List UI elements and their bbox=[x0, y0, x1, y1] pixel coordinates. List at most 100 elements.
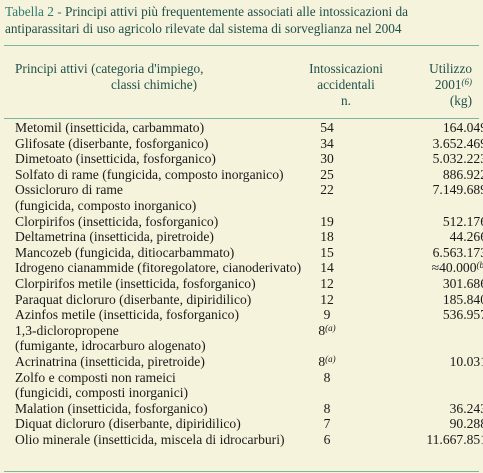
table-row: (fumigante, idrocarburo alogenato) bbox=[15, 338, 475, 354]
caption-label: Tabella 2 - bbox=[5, 4, 62, 19]
row-principio-attivo: Metomil (insetticida, carbammato) bbox=[15, 120, 205, 135]
header-util-line3: (kg) bbox=[449, 93, 472, 108]
table-row: (fungicidi, composti inorganici) bbox=[15, 385, 475, 401]
header-util-line1: Utilizzo bbox=[429, 61, 472, 76]
row-principio-attivo: Diquat dicloruro (diserbante, dipiridili… bbox=[15, 416, 241, 432]
row-intossicazioni: 9 bbox=[313, 307, 341, 323]
row-principio-attivo: Zolfo e composti non rameici bbox=[15, 369, 176, 385]
row-intossicazioni: 6 bbox=[313, 432, 341, 448]
table-caption: Tabella 2 - Principi attivi più frequent… bbox=[5, 3, 481, 37]
header-name-line1: Principi attivi (categoria d'impiego, bbox=[15, 61, 204, 76]
row-principio-attivo: Azinfos metile (insetticida, fosforganic… bbox=[15, 307, 239, 323]
row-count-value: 15 bbox=[320, 244, 334, 260]
row-count-value: 12 bbox=[320, 275, 334, 291]
row-count-value: 9 bbox=[323, 307, 331, 323]
table-row: Idrogeno cianammide (fitoregolatore, cia… bbox=[15, 260, 483, 276]
row-principio-attivo: Glifosate (diserbante, fosforganico) bbox=[15, 135, 209, 151]
row-utilizzo: 185.840 bbox=[387, 292, 483, 308]
row-utilizzo: 536.957 bbox=[387, 307, 483, 323]
row-intossicazioni: 8(a) bbox=[313, 323, 341, 339]
row-utilizzo: 7.149.689 bbox=[387, 182, 483, 198]
table-row: Paraquat dicloruro (diserbante, dipiridi… bbox=[15, 292, 483, 308]
row-principio-attivo: Mancozeb (fungicida, ditiocarbammato) bbox=[15, 244, 235, 260]
table-row: Malation (insetticida, fosforganico) 8 36.… bbox=[15, 401, 483, 417]
row-utilizzo: 36.243 bbox=[387, 401, 483, 417]
header-count-line3: n. bbox=[341, 93, 351, 108]
header-count-line2: accidentali bbox=[317, 77, 375, 92]
table-row: Deltametrina (insetticida, piretroide) 18… bbox=[15, 229, 483, 245]
row-utilizzo-value: 301.686 bbox=[442, 275, 483, 291]
row-utilizzo-value: 36.243 bbox=[449, 400, 483, 416]
row-utilizzo: 301.686 bbox=[387, 276, 483, 292]
table-row: Dimetoato (insetticida, fosforganico) 30 5… bbox=[15, 151, 483, 167]
row-utilizzo-value: 10.031 bbox=[449, 353, 483, 369]
row-utilizzo-value: 90.288 bbox=[449, 416, 483, 432]
row-intossicazioni: 34 bbox=[313, 136, 341, 152]
row-count-value: 8 bbox=[318, 353, 326, 369]
row-intossicazioni: 8 bbox=[313, 370, 341, 386]
row-count-value: 18 bbox=[320, 229, 334, 245]
row-utilizzo-value: 185.840 bbox=[442, 291, 483, 307]
row-intossicazioni: 30 bbox=[313, 151, 341, 167]
row-principio-attivo: (fungicidi, composti inorganici) bbox=[15, 385, 189, 401]
row-intossicazioni: 14 bbox=[313, 260, 341, 276]
header-name-line2: classi chimiche) bbox=[111, 77, 198, 92]
table-row: Diquat dicloruro (diserbante, dipiridili… bbox=[15, 416, 483, 432]
row-principio-attivo: Ossicloruro di rame bbox=[15, 182, 123, 198]
row-count-value: 25 bbox=[320, 166, 334, 182]
row-intossicazioni: 8 bbox=[313, 401, 341, 417]
header-principi-attivi: Principi attivi (categoria d'impiego, cl… bbox=[15, 61, 265, 93]
row-principio-attivo: Solfato di rame (fungicida, composto ino… bbox=[15, 166, 284, 182]
table-row: (fungicida, composto inorganico) bbox=[15, 198, 475, 214]
row-principio-attivo: 1,3-dicloropropene bbox=[15, 322, 119, 338]
row-utilizzo-value: 7.149.689 bbox=[432, 182, 483, 198]
header-bottom-rule bbox=[4, 118, 479, 119]
row-principio-attivo: Acrinatrina (insetticida, piretroide) bbox=[15, 353, 205, 369]
header-top-rule bbox=[4, 45, 479, 46]
table-row: Azinfos metile (insetticida, fosforganic… bbox=[15, 307, 483, 323]
table-row: 1,3-dicloropropene 8(a) bbox=[15, 323, 475, 339]
table-row: Zolfo e composti non rameici 8 bbox=[15, 370, 475, 386]
table-row: Clorpirifos (insetticida, fosforganico) 1… bbox=[15, 213, 483, 230]
row-count-value: 34 bbox=[320, 135, 334, 151]
row-count-note: (a) bbox=[325, 322, 336, 333]
row-utilizzo-value: ≈40.000 bbox=[431, 260, 477, 276]
row-utilizzo: 6.563.173 bbox=[387, 245, 483, 261]
row-utilizzo-value: 164.049 bbox=[442, 120, 483, 135]
row-utilizzo: 512.176 bbox=[387, 214, 483, 230]
row-intossicazioni: 22 bbox=[313, 182, 341, 198]
row-utilizzo: ≈40.000(b) bbox=[387, 260, 483, 276]
row-count-value: 19 bbox=[320, 213, 334, 229]
row-count-value: 14 bbox=[320, 260, 334, 276]
row-utilizzo-value: 536.957 bbox=[442, 307, 483, 323]
row-intossicazioni: 19 bbox=[313, 214, 341, 230]
row-utilizzo: 11.667.851 bbox=[387, 432, 483, 448]
row-count-value: 8 bbox=[323, 369, 331, 385]
row-principio-attivo: Clorpirifos metile (insetticida, fosforg… bbox=[15, 275, 256, 291]
row-count-value: 8 bbox=[323, 400, 331, 416]
header-util-line2-wrap: 2001(6) bbox=[396, 77, 472, 93]
row-intossicazioni: 25 bbox=[313, 167, 341, 183]
row-utilizzo-value: 6.563.173 bbox=[432, 244, 483, 260]
row-count-value: 30 bbox=[320, 151, 334, 167]
table-bottom-rule bbox=[4, 471, 479, 472]
table-row: Mancozeb (fungicida, ditiocarbammato) 15 6… bbox=[15, 244, 483, 261]
row-principio-attivo: Clorpirifos (insetticida, fosforganico) bbox=[15, 213, 219, 229]
row-utilizzo-value: 886.922 bbox=[442, 166, 483, 182]
row-utilizzo-value: 11.667.851 bbox=[426, 431, 483, 447]
row-intossicazioni: 54 bbox=[313, 120, 341, 136]
row-intossicazioni: 18 bbox=[313, 229, 341, 245]
row-principio-attivo: Deltametrina (insetticida, piretroide) bbox=[15, 229, 214, 245]
header-util-line2: 2001 bbox=[434, 77, 462, 92]
row-intossicazioni: 12 bbox=[313, 292, 341, 308]
table-row: Solfato di rame (fungicida, composto ino… bbox=[15, 166, 483, 183]
row-intossicazioni: 12 bbox=[313, 276, 341, 292]
row-principio-attivo: (fumigante, idrocarburo alogenato) bbox=[15, 338, 206, 354]
row-utilizzo: 44.266 bbox=[387, 229, 483, 245]
row-count-note: (a) bbox=[325, 353, 336, 364]
row-principio-attivo: Olio minerale (insetticida, miscela di i… bbox=[15, 431, 285, 447]
row-utilizzo-value: 3.652.469 bbox=[432, 135, 483, 151]
header-count-line1: Intossicazioni bbox=[309, 61, 383, 76]
header-util-note: (6) bbox=[461, 77, 473, 87]
